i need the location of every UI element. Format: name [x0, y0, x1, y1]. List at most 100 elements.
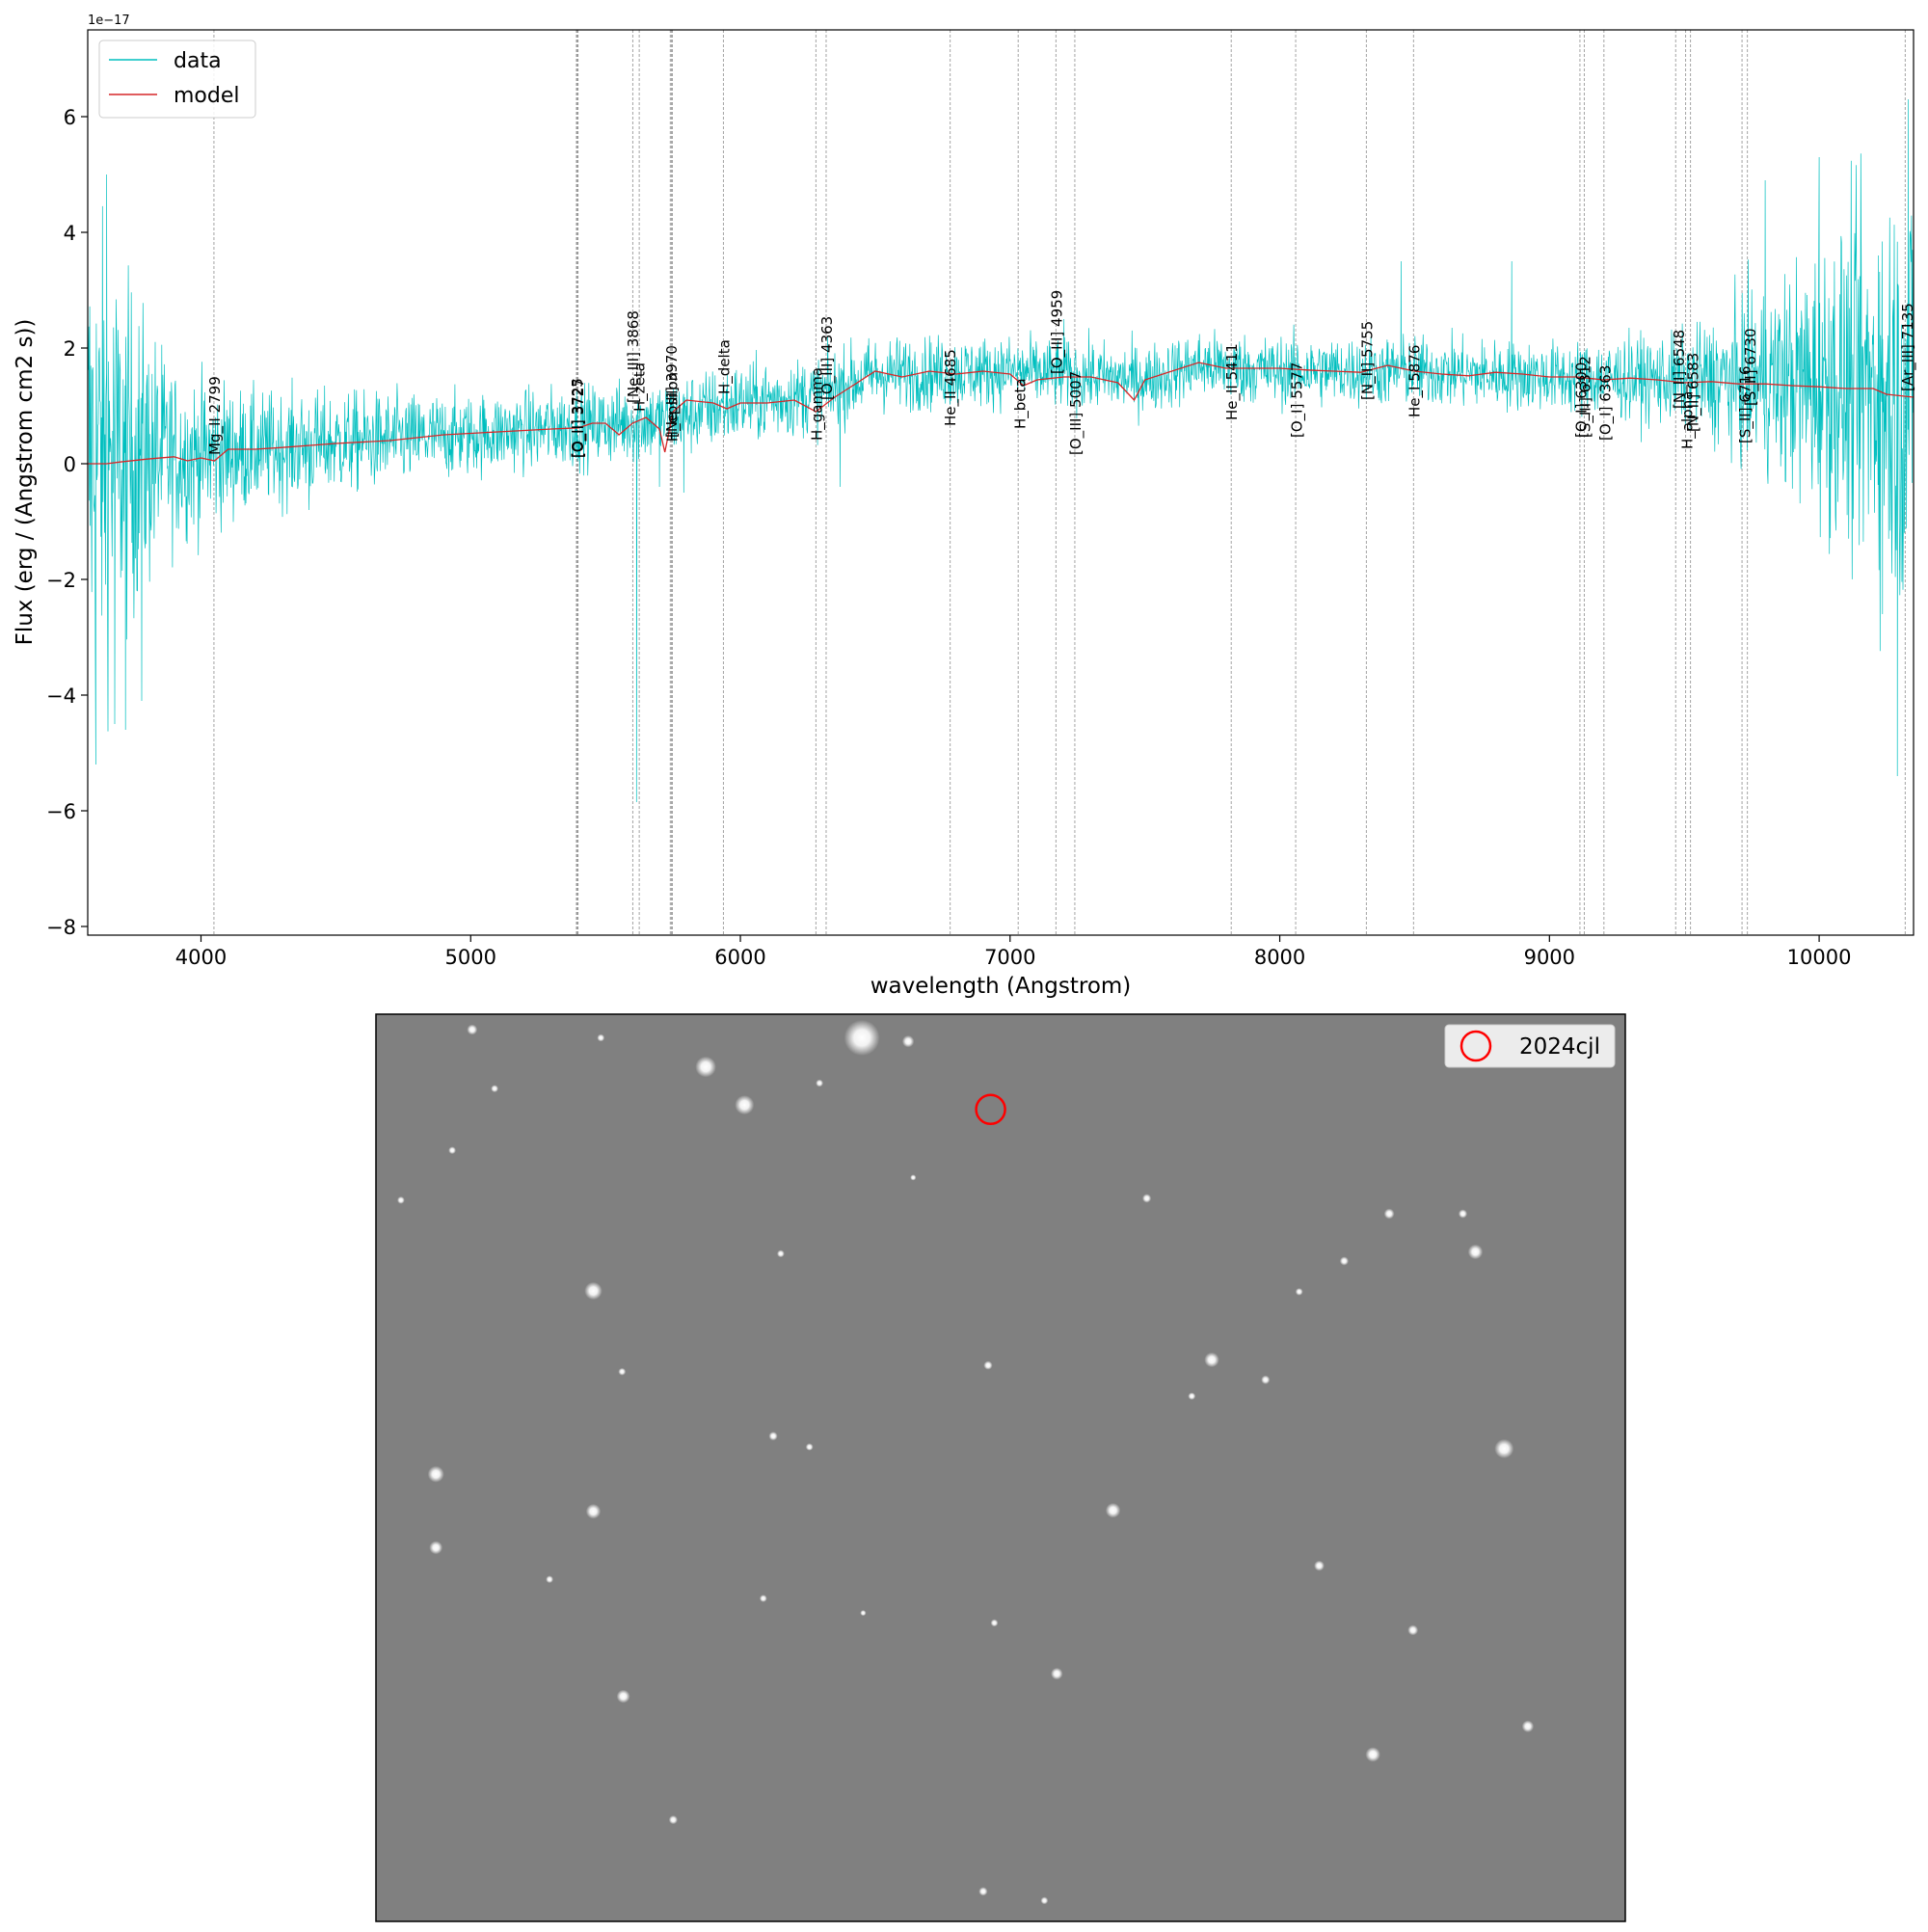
star	[777, 1249, 785, 1258]
line-annotation: [Ne_III] 3868	[625, 310, 643, 403]
line-annotation: H_gamma	[809, 367, 827, 441]
image-legend: 2024cjl	[1444, 1024, 1616, 1068]
line-annotation: [O_III] 4959	[1049, 290, 1067, 374]
y-tick-label: −4	[46, 684, 76, 708]
line-annotation: H_beta	[1012, 378, 1031, 429]
star	[448, 1146, 456, 1155]
line-annotation: H_epsilon	[664, 372, 683, 442]
star	[1040, 1896, 1049, 1905]
star	[668, 1815, 679, 1825]
line-annotation: [Ar_III] 7135	[1899, 303, 1917, 391]
line-annotation: Mg_II 2799	[206, 376, 225, 455]
line-annotation: [O_III] 5007	[1067, 371, 1085, 455]
star	[618, 1367, 627, 1376]
star	[429, 1541, 443, 1555]
star	[805, 1443, 814, 1451]
y-multiplier: 1e−17	[88, 13, 130, 28]
image-legend-box	[1444, 1024, 1616, 1068]
star	[491, 1085, 498, 1093]
line-annotation: He_II 5411	[1223, 343, 1242, 420]
x-axis-label: wavelength (Angstrom)	[870, 974, 1132, 999]
y-axis-label: Flux (erg / (Angstrom cm2 s))	[13, 319, 38, 646]
line-annotation: [O_I] 5577	[1288, 362, 1306, 438]
y-tick-label: 2	[64, 337, 76, 361]
star	[768, 1432, 778, 1441]
spectrum-legend: data model	[98, 40, 256, 119]
y-axis-ticks: −8 −6 −4 −2 0 2 4 6	[46, 106, 88, 939]
star	[1142, 1194, 1152, 1203]
star	[844, 1020, 880, 1056]
spectrum-panel: Mg_II 2799 [O_II] 3725[O_II] 3727 [Ne_III]…	[13, 13, 1917, 999]
star	[585, 1504, 602, 1519]
line-annotation: [N_II] 6548	[1671, 330, 1689, 409]
star	[983, 1360, 993, 1370]
x-tick-label: 8000	[1254, 946, 1305, 969]
star	[1314, 1560, 1325, 1571]
line-annotation: H_zeta	[631, 362, 650, 412]
line-annotation: H_alpha	[1678, 391, 1697, 449]
star	[816, 1079, 823, 1087]
y-tick-label: −2	[46, 569, 76, 592]
x-tick-label: 4000	[175, 946, 227, 969]
line-annotation: [O_II] 3725	[569, 378, 587, 458]
star	[1204, 1352, 1219, 1368]
line-annotation: [S_III] 6312	[1577, 356, 1595, 438]
star	[616, 1689, 630, 1704]
legend-label-data: data	[174, 49, 222, 73]
image-legend-label: 2024cjl	[1519, 1034, 1600, 1060]
star	[735, 1095, 755, 1115]
x-tick-label: 5000	[445, 946, 496, 969]
star	[1521, 1720, 1535, 1732]
series-model	[88, 362, 1914, 465]
line-annotation: He_I 5876	[1406, 345, 1424, 417]
image-panel: 2024cjl	[375, 1013, 1626, 1922]
line-annotation: [S_II] 6730	[1742, 328, 1760, 406]
plot-frame	[87, 29, 1915, 936]
star	[990, 1619, 999, 1627]
star	[860, 1610, 867, 1617]
x-tick-label: 10000	[1787, 946, 1852, 969]
line-annotations: Mg_II 2799 [O_II] 3725[O_II] 3727 [Ne_III]…	[206, 290, 1917, 458]
line-annotation: [N_II] 6583	[1685, 353, 1703, 432]
star	[427, 1465, 444, 1483]
star	[1051, 1667, 1063, 1680]
line-annotation: [O_I] 6363	[1597, 365, 1616, 441]
star	[1494, 1438, 1514, 1459]
y-tick-label: 0	[64, 453, 76, 476]
star	[1261, 1375, 1271, 1384]
line-annotation: [S_II] 6716	[1737, 365, 1755, 443]
x-tick-label: 9000	[1524, 946, 1575, 969]
x-axis-ticks: 4000 5000 6000 7000 8000 9000 10000	[175, 935, 1852, 969]
x-tick-label: 7000	[984, 946, 1035, 969]
star	[1407, 1624, 1419, 1636]
series-data	[88, 76, 1914, 803]
star	[1295, 1288, 1303, 1296]
star	[1339, 1256, 1349, 1266]
legend-label-model: model	[174, 84, 240, 108]
target-marker	[975, 1093, 1006, 1126]
star	[901, 1035, 915, 1048]
star	[759, 1595, 767, 1602]
star	[978, 1887, 988, 1896]
model-line	[88, 362, 1914, 465]
data-line	[88, 76, 1914, 803]
line-annotation: [N_II] 5755	[1359, 321, 1378, 400]
star	[467, 1024, 478, 1035]
star	[397, 1196, 405, 1204]
line-annotation: [Ne_III] 3970	[663, 345, 682, 438]
star	[910, 1174, 917, 1181]
line-annotation: [O_I] 6300	[1573, 362, 1592, 438]
image-background	[376, 1014, 1625, 1921]
y-tick-label: 6	[64, 106, 76, 129]
star	[695, 1056, 716, 1078]
line-annotation: H_delta	[715, 339, 734, 394]
image-frame	[375, 1013, 1626, 1922]
star	[584, 1281, 602, 1301]
image-legend-marker	[1459, 1030, 1492, 1062]
star	[1467, 1244, 1484, 1260]
line-annotation: [O_III] 4363	[818, 316, 837, 400]
star	[1365, 1747, 1380, 1762]
star	[1188, 1392, 1196, 1401]
